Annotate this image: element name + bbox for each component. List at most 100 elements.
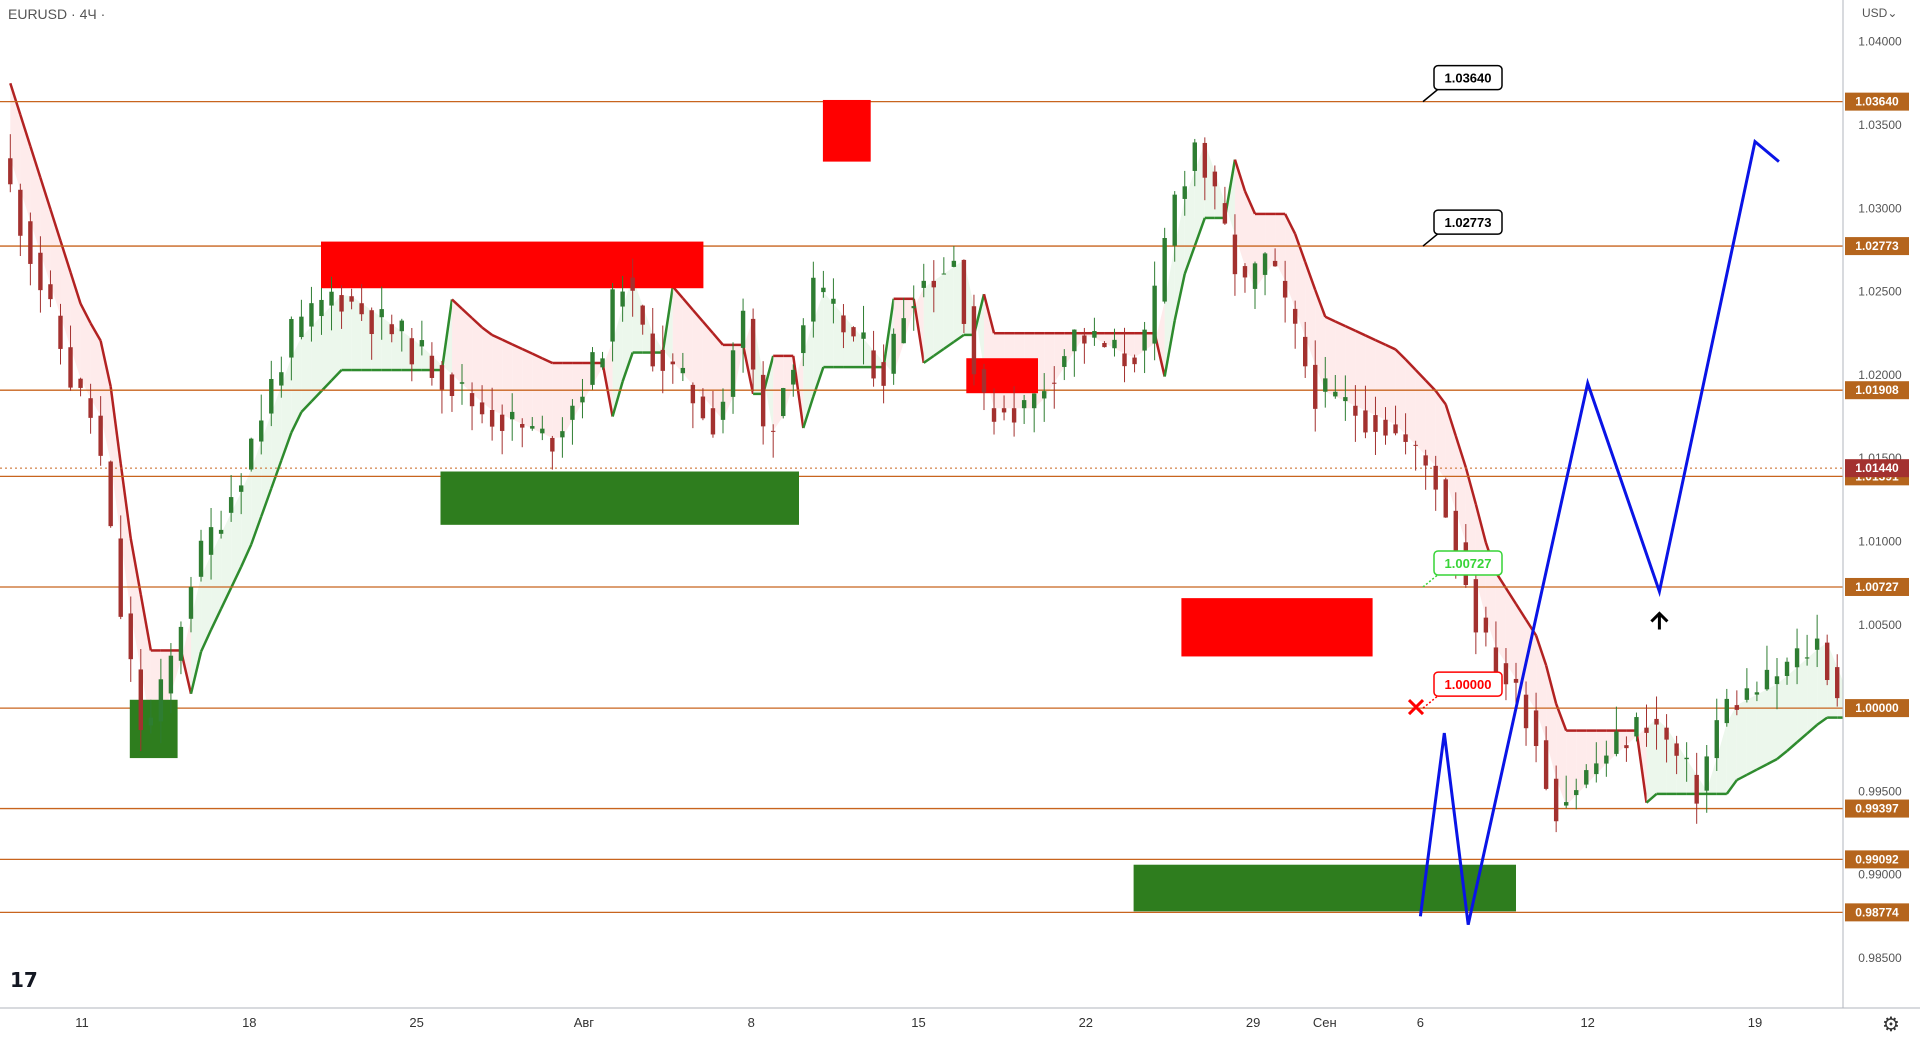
candle-body xyxy=(760,374,766,427)
trend-fill xyxy=(1265,213,1276,275)
supply-zone xyxy=(966,358,1038,394)
trend-fill xyxy=(1827,642,1838,718)
candle-body xyxy=(58,315,63,349)
arrow-up-icon xyxy=(1650,611,1669,630)
trend-fill xyxy=(1244,191,1256,289)
candle-body xyxy=(1112,339,1117,349)
gear-icon[interactable]: ⚙ xyxy=(1882,1014,1900,1036)
trend-fill xyxy=(1305,261,1316,365)
trend-line-segment xyxy=(1756,763,1768,771)
trend-fill xyxy=(1315,289,1326,392)
trend-line-segment xyxy=(501,338,513,346)
target-label: 1.00727 xyxy=(1445,556,1492,571)
candle-body xyxy=(891,333,896,374)
candle-body xyxy=(1543,740,1549,789)
tradingview-logo-icon[interactable]: 17 xyxy=(10,968,38,992)
trend-fill xyxy=(1174,198,1185,321)
trend-line-segment xyxy=(240,543,253,568)
candle-body xyxy=(158,679,164,722)
trend-fill xyxy=(1365,335,1376,416)
trend-line-segment xyxy=(1334,320,1346,328)
trend-fill xyxy=(341,295,352,371)
trend-fill xyxy=(1505,588,1516,679)
trend-line-segment xyxy=(1314,289,1327,318)
trend-fill xyxy=(943,266,954,349)
candle-body xyxy=(991,408,997,422)
candle-body xyxy=(981,369,987,393)
trend-line-segment xyxy=(792,355,805,429)
trend-fill xyxy=(482,327,493,410)
symbol-title[interactable]: EURUSD · 4Ч · xyxy=(8,6,106,22)
trend-fill xyxy=(923,280,934,363)
supply-zone xyxy=(321,241,704,289)
candle-body xyxy=(1694,774,1699,804)
trend-fill xyxy=(853,327,864,368)
trend-fill xyxy=(512,344,523,424)
candle-body xyxy=(289,319,294,358)
candle-body xyxy=(1744,688,1750,700)
trend-line-segment xyxy=(310,390,323,403)
last-price-tag xyxy=(1845,459,1909,478)
last-price-label: 1.01440 xyxy=(1855,461,1899,475)
trend-fill xyxy=(1355,330,1366,411)
candle-body xyxy=(98,415,103,456)
candle-body xyxy=(8,158,13,185)
candle-body xyxy=(680,367,686,374)
trend-fill xyxy=(130,538,141,670)
candle-body xyxy=(1052,382,1057,384)
trend-fill xyxy=(170,650,181,694)
candle-body xyxy=(1182,186,1187,199)
symbol-label: EURUSD xyxy=(8,6,68,22)
trend-line-segment xyxy=(1173,273,1186,321)
candle-body xyxy=(208,527,214,555)
trend-fill xyxy=(763,355,774,431)
trend-line-segment xyxy=(1786,741,1798,752)
candle-body xyxy=(1232,234,1238,275)
x-tick-label: Сен xyxy=(1313,1015,1337,1030)
candle-body xyxy=(1804,657,1810,659)
candle-body xyxy=(1162,238,1167,302)
candle-body xyxy=(1011,408,1017,423)
trend-line-segment xyxy=(290,411,303,434)
trend-line-segment xyxy=(611,381,624,417)
trend-fill xyxy=(722,344,734,420)
candle-body xyxy=(1001,408,1007,413)
candle-body xyxy=(1142,329,1147,351)
trend-fill xyxy=(743,318,754,394)
trend-fill xyxy=(90,323,101,416)
trend-fill xyxy=(241,469,252,567)
currency-selector[interactable]: USD⌄ xyxy=(1862,6,1897,20)
trend-line-segment xyxy=(99,340,112,387)
trend-line-segment xyxy=(461,307,473,320)
candle-body xyxy=(560,431,565,438)
candle-body xyxy=(1042,391,1047,399)
candle-body xyxy=(620,291,625,307)
trend-fill xyxy=(562,362,573,438)
close-icon xyxy=(1407,699,1425,716)
level-tag-label: 1.03640 xyxy=(1855,95,1899,109)
candle-body xyxy=(1122,353,1127,367)
level-price-tag xyxy=(1845,577,1909,596)
trend-line-segment xyxy=(1806,723,1818,735)
trend-line-segment xyxy=(621,352,634,382)
trend-line-segment xyxy=(1524,619,1538,637)
trend-fill xyxy=(863,338,874,368)
candle-body xyxy=(580,396,585,403)
trend-line-segment xyxy=(1645,792,1658,804)
trend-fill xyxy=(1435,390,1446,480)
trend-line-segment xyxy=(109,386,122,464)
trend-fill xyxy=(371,310,382,371)
level-tag-label: 1.00000 xyxy=(1855,701,1899,715)
trend-line-segment xyxy=(49,208,62,242)
trend-line-segment xyxy=(230,566,243,589)
trend-fill xyxy=(431,355,442,371)
trend-fill xyxy=(1094,333,1105,343)
candle-body xyxy=(921,280,926,288)
candle-body xyxy=(48,284,53,300)
x-tick-label: 6 xyxy=(1417,1015,1424,1030)
trend-line-segment xyxy=(521,347,533,355)
candle-body xyxy=(148,717,154,726)
trend-fill xyxy=(311,316,322,402)
trend-fill xyxy=(1576,730,1587,796)
